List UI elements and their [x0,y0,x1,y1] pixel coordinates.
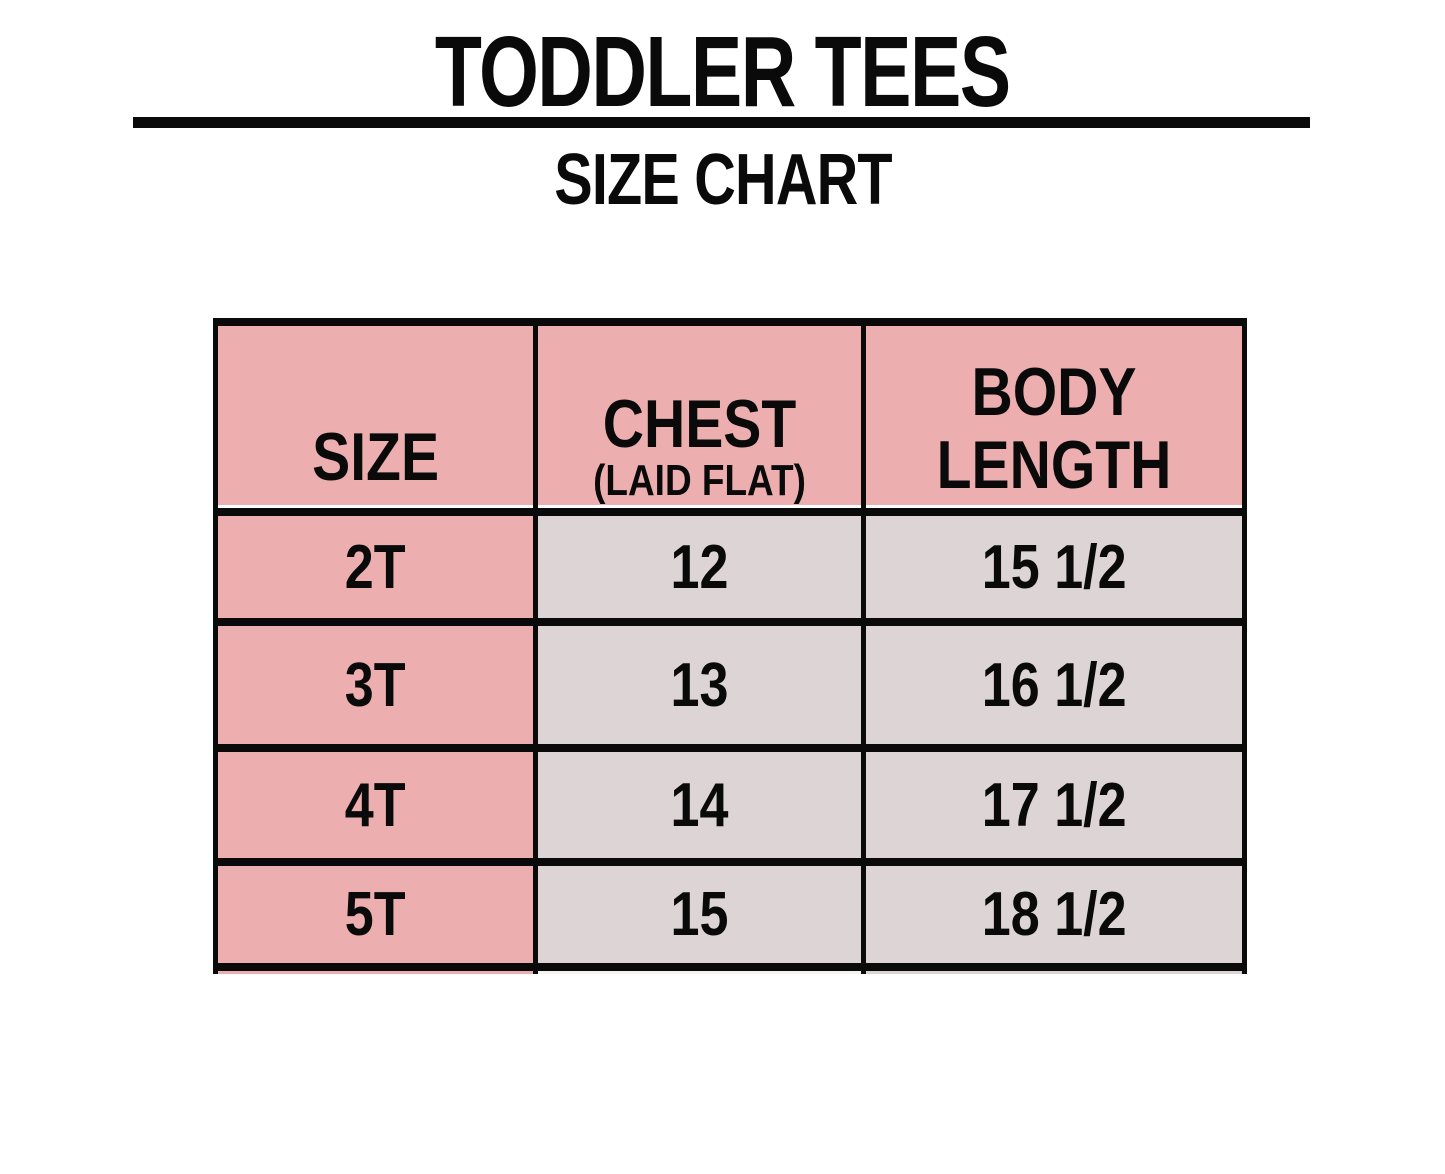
body-length-cell: 17 1/2 [861,744,1247,866]
header-size-label: SIZE [312,419,439,495]
size-value: 3T [345,650,406,720]
page-subtitle: SIZE CHART [0,144,1445,216]
table-row: 2T 12 15 1/2 [213,508,1247,626]
size-cell: 5T [213,858,538,971]
header-cell-chest: CHEST (LAID FLAT) [533,318,866,516]
size-value: 5T [345,880,406,949]
chest-cell: 15 [533,858,866,971]
chest-cell: 12 [533,508,866,626]
body-length-cell: 16 1/2 [861,618,1247,752]
body-length-value: 18 1/2 [981,880,1127,949]
size-chart-table: SIZE CHEST (LAID FLAT) BODY LENGTH 2T 12… [213,318,1247,974]
header-chest-label: CHEST [602,385,797,462]
size-chart-table-wrap: SIZE CHEST (LAID FLAT) BODY LENGTH 2T 12… [213,318,1247,974]
chest-cell: 13 [533,618,866,752]
chest-value: 13 [670,650,729,720]
page-title: TODDLER TEES [0,22,1445,122]
body-length-cell: 18 1/2 [861,858,1247,971]
table-row: 3T 13 16 1/2 [213,618,1247,752]
body-length-value: 17 1/2 [981,770,1127,840]
header-chest-note: (LAID FLAT) [593,455,806,505]
title-divider-rule [133,117,1310,128]
table-header-row: SIZE CHEST (LAID FLAT) BODY LENGTH [213,318,1247,516]
table-row: 5T 15 18 1/2 [213,858,1247,971]
cropped-chest-cell [533,963,866,974]
chest-value: 15 [670,880,729,949]
header-body-length-label: BODY LENGTH [936,353,1172,503]
chest-cell: 14 [533,744,866,866]
header-cell-size: SIZE [213,318,538,516]
chest-value: 14 [670,770,729,840]
cropped-body-length-cell [861,963,1247,974]
page-title-text: TODDLER TEES [435,16,1011,128]
chest-value: 12 [670,532,729,602]
size-cell: 3T [213,618,538,752]
header-cell-body-length: BODY LENGTH [861,318,1247,516]
table-row: 4T 14 17 1/2 [213,744,1247,866]
body-length-value: 15 1/2 [981,532,1127,602]
size-cell: 2T [213,508,538,626]
body-length-cell: 15 1/2 [861,508,1247,626]
body-length-value: 16 1/2 [981,650,1127,720]
size-cell: 4T [213,744,538,866]
cropped-size-cell [213,963,538,974]
size-value: 4T [345,770,406,840]
size-value: 2T [345,532,406,602]
page-subtitle-text: SIZE CHART [553,140,892,220]
cropped-partial-row [213,963,1247,974]
